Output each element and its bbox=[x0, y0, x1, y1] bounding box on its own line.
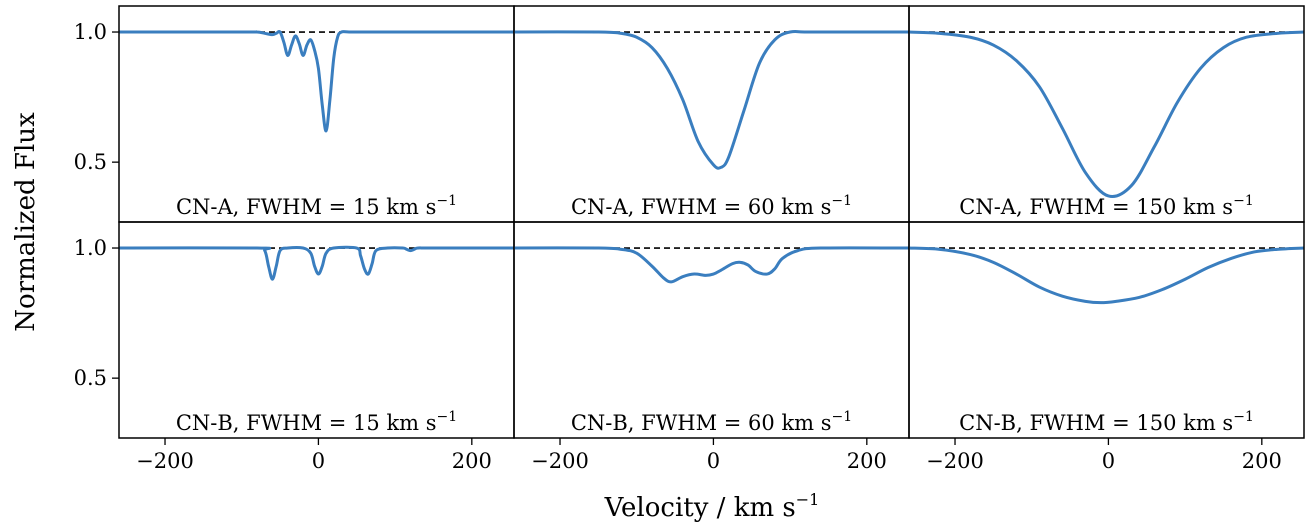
panel-frame bbox=[908, 221, 1305, 439]
x-tick-label: 0 bbox=[312, 449, 325, 473]
panel-label-text: CN-B, FWHM = 60 km s bbox=[571, 411, 832, 435]
x-axis-label-text: Velocity / km s bbox=[604, 493, 796, 523]
x-tick-label: −200 bbox=[926, 449, 984, 473]
panel-label-exponent: −1 bbox=[831, 193, 852, 209]
panel-label-text: CN-B, FWHM = 15 km s bbox=[176, 411, 437, 435]
panel-label-text: CN-A, FWHM = 150 km s bbox=[959, 195, 1233, 219]
y-tick-label: 1.0 bbox=[74, 20, 107, 44]
panel-frame bbox=[513, 5, 910, 223]
panel-1: CN-A, FWHM = 15 km s−1 0.5 1.0 bbox=[74, 5, 515, 223]
series-line bbox=[908, 30, 1305, 198]
panel-label: CN-B, FWHM = 15 km s−1 bbox=[176, 409, 457, 435]
panel-frame bbox=[118, 221, 515, 439]
panel-label-exponent: −1 bbox=[832, 409, 853, 425]
x-tick-label: 0 bbox=[707, 449, 720, 473]
panel-2: CN-A, FWHM = 60 km s−1 bbox=[513, 5, 910, 223]
panel-5: CN-B, FWHM = 60 km s−1 −200 0 200 bbox=[513, 221, 910, 473]
x-axis-label-exponent: −1 bbox=[796, 490, 820, 509]
panel-frame bbox=[118, 5, 515, 223]
x-tick-label: 0 bbox=[1102, 449, 1115, 473]
series-line bbox=[513, 29, 909, 170]
series-line bbox=[118, 245, 514, 281]
panel-label: CN-A, FWHM = 150 km s−1 bbox=[959, 193, 1253, 219]
series-line bbox=[513, 246, 910, 284]
panel-label-exponent: −1 bbox=[437, 409, 458, 425]
x-tick-label: −200 bbox=[531, 449, 589, 473]
y-axis-label: Normalized Flux bbox=[11, 112, 41, 332]
panel-label-text: CN-A, FWHM = 15 km s bbox=[176, 195, 436, 219]
panel-label-exponent: −1 bbox=[1233, 409, 1254, 425]
panel-label-text: CN-A, FWHM = 60 km s bbox=[571, 195, 831, 219]
x-tick-label: 200 bbox=[452, 449, 492, 473]
series-line bbox=[118, 30, 514, 133]
panel-label-exponent: −1 bbox=[436, 193, 457, 209]
panel-label-exponent: −1 bbox=[1233, 193, 1254, 209]
panel-label-text: CN-B, FWHM = 150 km s bbox=[959, 411, 1233, 435]
panel-label: CN-A, FWHM = 60 km s−1 bbox=[571, 193, 852, 219]
x-tick-label: 200 bbox=[1242, 449, 1282, 473]
x-axis-label: Velocity / km s−1 bbox=[604, 490, 820, 523]
panel-frame bbox=[513, 221, 910, 439]
y-tick-label: 1.0 bbox=[74, 236, 107, 260]
panel-6: CN-B, FWHM = 150 km s−1 −200 0 200 bbox=[908, 221, 1305, 473]
panels-layer: CN-A, FWHM = 15 km s−10.51.0CN-A, FWHM =… bbox=[74, 5, 1305, 473]
panel-4: CN-B, FWHM = 15 km s−1 0.5 1.0 −200 0 200 bbox=[74, 221, 515, 473]
y-tick-label: 0.5 bbox=[74, 150, 107, 174]
panel-label: CN-B, FWHM = 150 km s−1 bbox=[959, 409, 1254, 435]
panel-label: CN-A, FWHM = 15 km s−1 bbox=[176, 193, 457, 219]
x-tick-label: 200 bbox=[847, 449, 887, 473]
x-tick-label: −200 bbox=[136, 449, 194, 473]
y-tick-label: 0.5 bbox=[74, 366, 107, 390]
panel-3: CN-A, FWHM = 150 km s−1 bbox=[908, 5, 1305, 223]
series-line bbox=[908, 246, 1305, 305]
panel-label: CN-B, FWHM = 60 km s−1 bbox=[571, 409, 852, 435]
